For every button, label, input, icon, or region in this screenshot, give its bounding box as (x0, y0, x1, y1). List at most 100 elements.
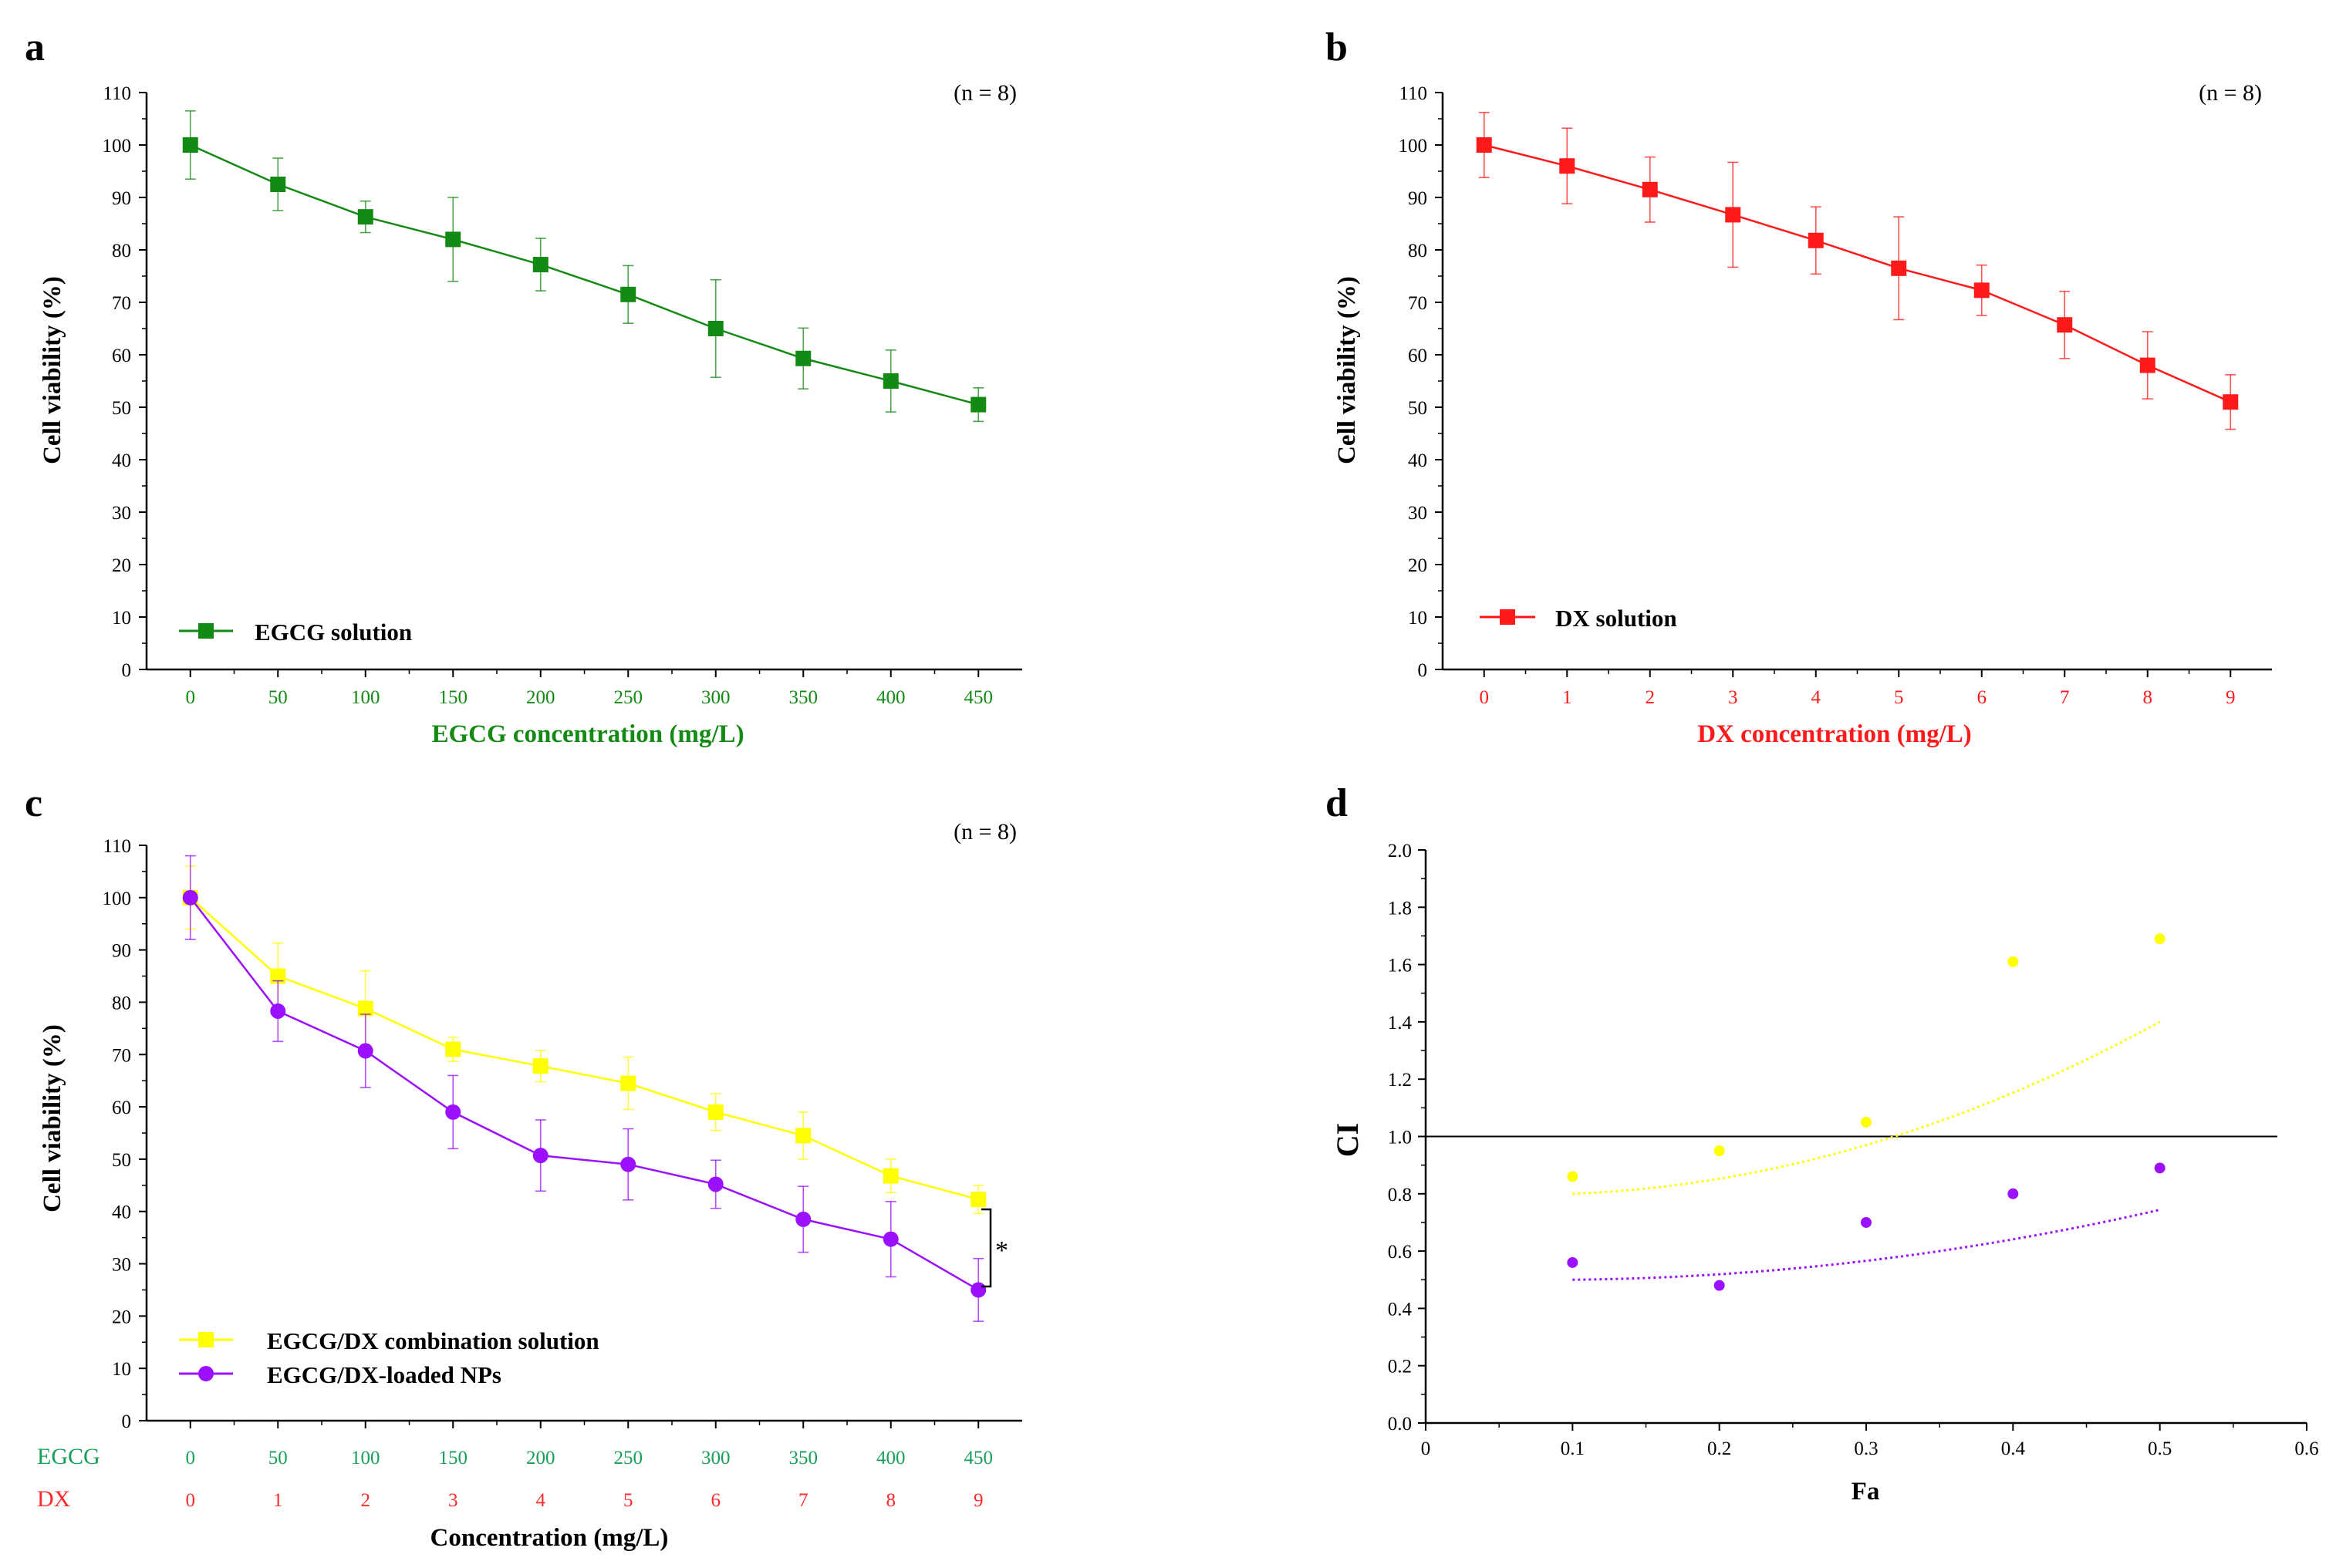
panel-a-x-axis-label: EGCG concentration (mg/L) (431, 720, 744, 748)
panel-d-y-axis: 0.0 0.2 0.4 0.6 0.8 1.0 1.2 1.4 1.6 1.8 2.0 (1388, 841, 1427, 1435)
row-tick-label-dx: 4 (536, 1490, 546, 1511)
x-tick-label: 250 (614, 687, 643, 708)
panel-a-x-axis: 0 50 100 150 200 250 300 350 400 450 (147, 668, 1022, 708)
y-tick-label: 40 (112, 450, 131, 471)
y-tick-label: 20 (112, 555, 131, 576)
panel-b-x-axis: 0 1 2 3 4 5 6 7 8 9 (1443, 668, 2272, 708)
data-point (971, 396, 987, 413)
series-egcg-dx-combination-solution (1567, 933, 2166, 1195)
y-tick-label: 10 (112, 1359, 131, 1380)
significance-star: * (995, 1236, 1008, 1265)
x-tick-label: 8 (2143, 687, 2153, 708)
y-tick-label: 90 (112, 941, 131, 962)
x-tick-label: 5 (1894, 687, 1904, 708)
panel-c-x-axis (147, 1419, 1022, 1428)
data-point (1476, 137, 1492, 153)
panel-b: b (n = 8) 0 10 20 30 40 50 60 70 80 90 100 110 0 1 2 3… (1325, 25, 2272, 748)
x-tick-label: 350 (789, 687, 819, 708)
row-tick-label-dx: 7 (798, 1490, 808, 1511)
data-point (707, 1104, 724, 1120)
y-tick-label: 50 (112, 398, 131, 419)
panel-c-legend: EGCG/DX combination solution EGCG/DX-loa… (179, 1327, 599, 1388)
panel-a-plot-area (182, 110, 987, 423)
y-tick-label: 10 (112, 608, 131, 629)
y-tick-label: 100 (103, 889, 132, 909)
y-tick-label: 20 (1408, 555, 1427, 576)
data-point (357, 1000, 373, 1017)
y-tick-label: 0.8 (1388, 1185, 1412, 1206)
panel-a-n-label: (n = 8) (954, 80, 1017, 106)
row-tick-label-egcg: 200 (526, 1448, 555, 1469)
y-tick-label: 0 (122, 660, 132, 681)
series-line (190, 143, 979, 406)
y-tick-label: 1.6 (1388, 956, 1412, 976)
legend-label-loaded-nps: EGCG/DX-loaded NPs (267, 1361, 501, 1388)
series-egcg-solution (182, 110, 987, 423)
panel-b-label: b (1325, 25, 1348, 69)
data-point (1642, 181, 1658, 197)
data-point (883, 1231, 899, 1247)
y-tick-label: 1.4 (1388, 1013, 1413, 1034)
panel-b-plot-area (1476, 112, 2239, 430)
y-tick-label: 60 (112, 346, 131, 366)
x-tick-label: 1 (1562, 687, 1572, 708)
panel-a: a (n = 8) 0 10 20 30 40 50 60 70 80 90 100 110 0 50 1… (25, 25, 1022, 748)
data-point (445, 1104, 461, 1120)
series-egcg-dx-combination-solution (182, 865, 987, 1215)
y-tick-label: 0.0 (1388, 1414, 1412, 1435)
trend-curve (1572, 1020, 2161, 1195)
data-point (795, 1128, 812, 1144)
row-tick-label-egcg: 300 (701, 1448, 731, 1469)
series-egcg-dx-loaded-nps (182, 855, 987, 1322)
data-point (1725, 207, 1741, 223)
y-tick-label: 60 (1408, 346, 1427, 366)
legend-marker-egcg-solution (198, 623, 214, 639)
panel-d-y-axis-label: CI (1330, 1123, 1365, 1157)
data-point (971, 1282, 987, 1298)
legend-label-dx-solution: DX solution (1555, 605, 1677, 632)
y-tick-label: 30 (1408, 503, 1427, 524)
row-tick-label-dx: 9 (974, 1490, 984, 1511)
data-point (2057, 317, 2073, 333)
x-tick-label: 0.5 (2148, 1438, 2172, 1459)
data-point (620, 1075, 636, 1091)
series-egcg-dx-loaded-nps (1567, 1162, 2166, 1291)
x-tick-label: 150 (439, 687, 468, 708)
panel-d-label: d (1325, 781, 1348, 825)
row-tick-label-egcg: 50 (268, 1448, 288, 1469)
legend-marker-dx-solution (1500, 609, 1515, 625)
x-tick-label: 9 (2226, 687, 2236, 708)
data-point (883, 373, 899, 389)
y-tick-label: 1.2 (1388, 1070, 1412, 1091)
x-tick-label: 4 (1811, 687, 1821, 708)
data-point (620, 1156, 636, 1172)
row-tick-label-egcg: 250 (614, 1448, 643, 1469)
data-point (620, 286, 636, 302)
y-tick-label: 70 (1408, 293, 1427, 314)
series-line (1484, 143, 2231, 403)
row-label-egcg: EGCG (37, 1444, 100, 1469)
data-point (2007, 1188, 2019, 1199)
panel-a-y-axis-label: Cell viability (%) (39, 276, 66, 464)
legend-marker-combination-solution (198, 1332, 214, 1347)
data-point (532, 1058, 549, 1074)
panel-a-y-axis: 0 10 20 30 40 50 60 70 80 90 100 110 (103, 83, 148, 681)
x-tick-label: 0 (1480, 687, 1490, 708)
row-tick-label-egcg: 100 (351, 1448, 380, 1469)
panel-d-x-axis: 0 0.1 0.2 0.3 0.4 0.5 0.6 (1421, 1421, 2319, 1459)
panel-d: d 0.0 0.2 0.4 0.6 0.8 1.0 1.2 1.4 1.6 1.8 2.0 0 0.1… (1325, 781, 2319, 1506)
data-point (795, 1211, 812, 1227)
data-point (182, 137, 198, 153)
y-tick-label: 40 (1408, 450, 1427, 471)
data-point (445, 231, 461, 248)
x-tick-label: 7 (2060, 687, 2070, 708)
significance-bracket-line (981, 1208, 992, 1288)
y-tick-label: 70 (112, 293, 131, 314)
legend-marker-loaded-nps (198, 1366, 214, 1381)
data-point (1861, 1116, 1872, 1128)
data-point (357, 209, 373, 225)
data-point (445, 1041, 461, 1057)
y-tick-label: 0.6 (1388, 1242, 1412, 1263)
data-point (707, 1176, 724, 1192)
